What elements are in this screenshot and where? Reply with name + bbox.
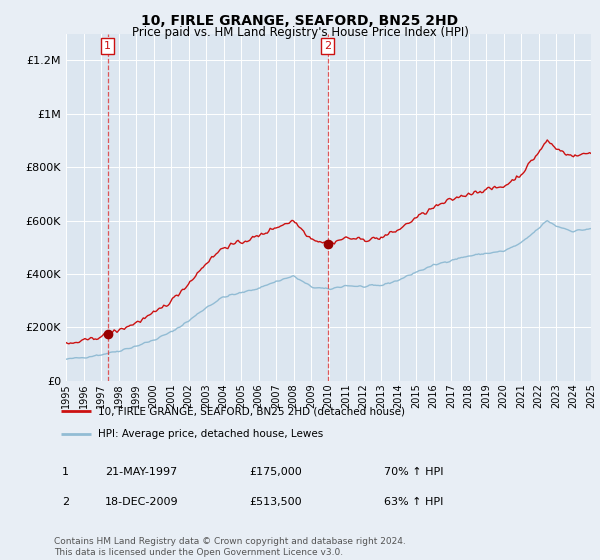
Text: 1: 1 <box>62 466 69 477</box>
Text: Contains HM Land Registry data © Crown copyright and database right 2024.
This d: Contains HM Land Registry data © Crown c… <box>54 537 406 557</box>
Text: 10, FIRLE GRANGE, SEAFORD, BN25 2HD: 10, FIRLE GRANGE, SEAFORD, BN25 2HD <box>142 14 458 28</box>
Text: Price paid vs. HM Land Registry's House Price Index (HPI): Price paid vs. HM Land Registry's House … <box>131 26 469 39</box>
Text: 2: 2 <box>324 41 331 51</box>
Text: 10, FIRLE GRANGE, SEAFORD, BN25 2HD (detached house): 10, FIRLE GRANGE, SEAFORD, BN25 2HD (det… <box>98 406 405 416</box>
Text: £513,500: £513,500 <box>249 497 302 507</box>
Text: 70% ↑ HPI: 70% ↑ HPI <box>384 466 443 477</box>
Text: £175,000: £175,000 <box>249 466 302 477</box>
Text: HPI: Average price, detached house, Lewes: HPI: Average price, detached house, Lewe… <box>98 430 323 440</box>
Text: 2: 2 <box>62 497 69 507</box>
Text: 1: 1 <box>104 41 111 51</box>
Text: 18-DEC-2009: 18-DEC-2009 <box>105 497 179 507</box>
Text: 21-MAY-1997: 21-MAY-1997 <box>105 466 177 477</box>
Text: 63% ↑ HPI: 63% ↑ HPI <box>384 497 443 507</box>
